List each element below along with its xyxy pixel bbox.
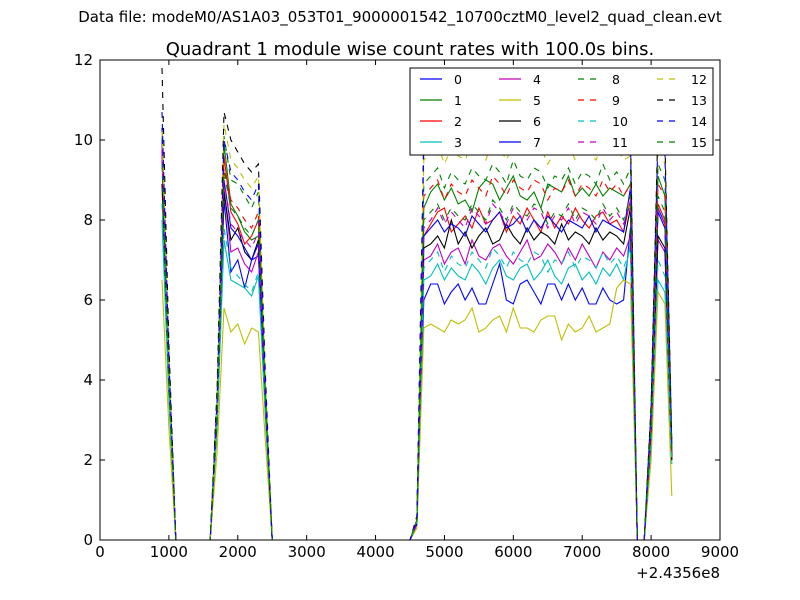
x-tick-label: 8000 <box>632 543 670 561</box>
legend-label-5: 5 <box>533 93 541 108</box>
legend-label-15: 15 <box>691 135 707 150</box>
legend-label-11: 11 <box>612 135 628 150</box>
legend-label-6: 6 <box>533 114 541 129</box>
x-tick-label: 9000 <box>701 543 739 561</box>
x-tick-label: 6000 <box>494 543 532 561</box>
legend-label-3: 3 <box>454 135 462 150</box>
x-tick-label: 0 <box>95 543 105 561</box>
y-tick-label: 2 <box>83 451 93 469</box>
series-line-11 <box>161 151 673 541</box>
legend-label-10: 10 <box>612 114 628 129</box>
series-line-1 <box>161 143 673 541</box>
legend-label-14: 14 <box>691 114 707 129</box>
x-tick-label: 3000 <box>288 543 326 561</box>
legend-label-9: 9 <box>612 93 620 108</box>
legend-label-1: 1 <box>454 93 462 108</box>
legend-label-4: 4 <box>533 72 541 87</box>
y-tick-label: 10 <box>74 131 93 149</box>
x-tick-label: 5000 <box>425 543 463 561</box>
legend-label-13: 13 <box>691 93 707 108</box>
x-tick-label: 7000 <box>563 543 601 561</box>
legend-label-8: 8 <box>612 72 620 87</box>
axis-ticks: 0 1000 2000 3000 4000 5000 6000 7000 8000 9000 0 2 4… <box>74 51 739 561</box>
series-line-5 <box>161 279 673 541</box>
series-line-9 <box>161 147 673 541</box>
series-line-2 <box>161 143 673 541</box>
legend-label-12: 12 <box>691 72 707 87</box>
legend-label-0: 0 <box>454 72 462 87</box>
series-line-7 <box>161 139 673 541</box>
y-tick-label: 8 <box>83 211 93 229</box>
series-line-12 <box>161 123 673 541</box>
legend-label-2: 2 <box>454 114 462 129</box>
y-tick-label: 4 <box>83 371 93 389</box>
x-tick-label: 2000 <box>219 543 257 561</box>
legend-label-7: 7 <box>533 135 541 150</box>
x-tick-label: 4000 <box>356 543 394 561</box>
series-line-8 <box>161 135 673 541</box>
chart-title: Quadrant 1 module wise count rates with … <box>166 39 655 60</box>
y-tick-label: 0 <box>83 531 93 549</box>
series-line-15 <box>161 163 673 541</box>
series-line-4 <box>161 155 673 541</box>
figure-suptitle: Data file: modeM0/AS1A03_053T01_90000015… <box>78 8 722 26</box>
series-line-0 <box>161 127 673 541</box>
x-offset-label: +2.4356e8 <box>636 564 720 582</box>
x-tick-label: 1000 <box>150 543 188 561</box>
y-tick-label: 12 <box>74 51 93 69</box>
legend-box <box>409 67 714 156</box>
series-line-10 <box>161 203 673 541</box>
y-tick-label: 6 <box>83 291 93 309</box>
